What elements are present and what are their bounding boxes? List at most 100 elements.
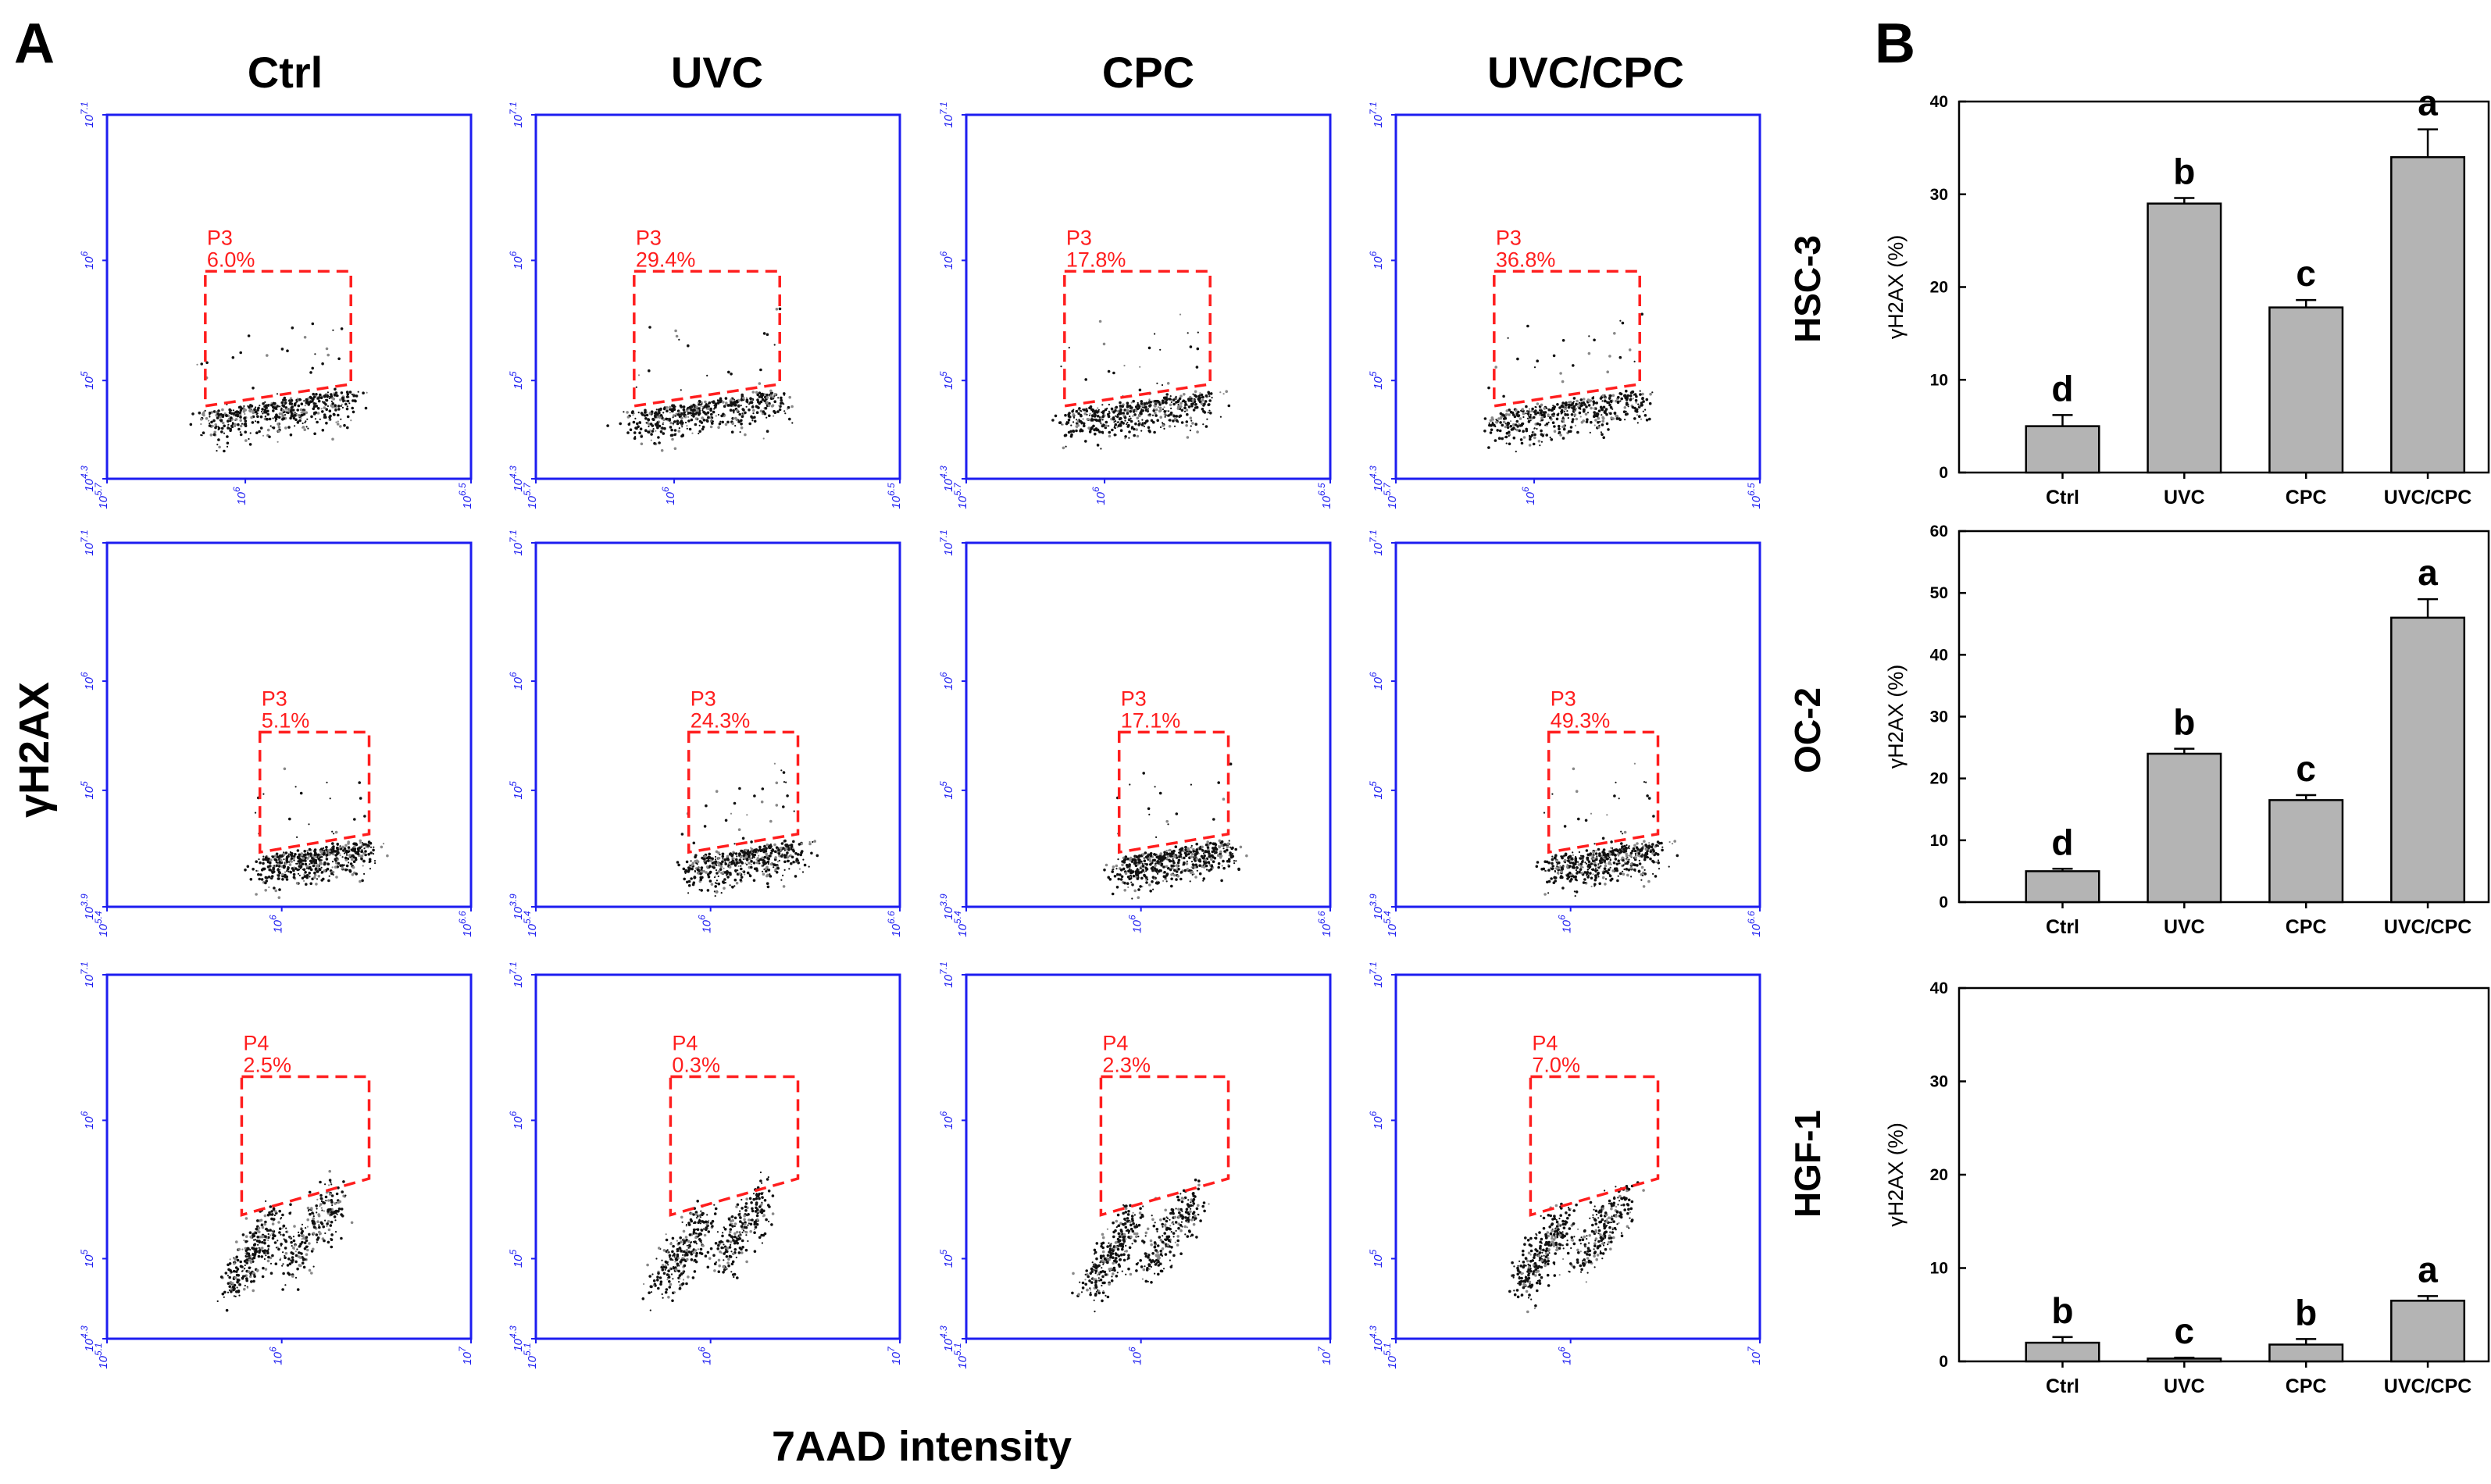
event-dots (189, 322, 368, 453)
event-dot (1572, 408, 1576, 411)
event-dot (328, 875, 330, 877)
event-dot (309, 865, 312, 869)
event-dot (229, 429, 232, 433)
event-dot (1625, 868, 1629, 871)
event-dot (1080, 423, 1083, 425)
event-dot (1618, 418, 1622, 422)
event-dot (1635, 854, 1637, 856)
event-dot (1154, 405, 1157, 408)
event-dot (1150, 867, 1154, 870)
event-dot (738, 852, 741, 856)
event-dot (739, 431, 741, 433)
event-dot (284, 406, 288, 409)
event-dot (282, 1272, 285, 1275)
event-dot (1133, 889, 1137, 893)
plot-frame (105, 541, 473, 908)
event-dot (326, 394, 330, 398)
event-dot (364, 850, 367, 853)
event-dot (733, 404, 737, 407)
event-dot (305, 401, 309, 405)
event-dot (1569, 860, 1572, 862)
event-dot (1195, 858, 1199, 861)
column-title-ctrl: Ctrl (248, 48, 323, 97)
event-dot (1593, 864, 1597, 867)
event-dot (1573, 413, 1577, 416)
event-dot (1579, 862, 1583, 865)
event-dot (285, 1227, 287, 1229)
event-dot (740, 398, 744, 401)
event-dot (209, 422, 211, 425)
event-dot (308, 1190, 312, 1194)
event-dot (656, 423, 659, 426)
event-dot (680, 412, 683, 416)
event-dot (253, 1275, 256, 1278)
event-dot (1147, 426, 1151, 430)
gate-region (240, 1075, 371, 1217)
event-dot (1101, 419, 1104, 421)
event-dot (325, 1200, 327, 1202)
event-dot (1168, 419, 1170, 422)
event-dot (683, 877, 686, 881)
event-dot (336, 847, 339, 850)
event-dot (270, 1210, 273, 1213)
event-dot (1185, 862, 1189, 865)
event-dot (1652, 815, 1655, 818)
event-dot (680, 389, 682, 391)
event-dot (1080, 410, 1083, 412)
event-dot (1640, 849, 1642, 851)
event-dot (1676, 854, 1679, 858)
event-dot (1097, 407, 1099, 409)
event-dot (250, 416, 253, 419)
event-dot (1606, 370, 1609, 374)
event-dot (708, 856, 712, 859)
y-tick-label: 105 (79, 1249, 96, 1268)
event-dot (1576, 879, 1578, 882)
event-dot (1202, 852, 1205, 854)
event-dot (724, 819, 728, 822)
event-dot (316, 1238, 319, 1241)
event-dot (1590, 885, 1593, 888)
event-dot (258, 1247, 260, 1249)
event-dot (1149, 415, 1151, 417)
event-dot (348, 391, 352, 394)
event-dot (335, 394, 339, 398)
event-dot (277, 416, 281, 419)
event-dot (1062, 446, 1065, 450)
event-dot (353, 845, 356, 848)
event-dot (280, 1244, 282, 1247)
event-dot (1152, 888, 1154, 890)
event-dot (783, 839, 787, 843)
event-dot (1533, 433, 1536, 437)
event-dot (301, 1223, 304, 1225)
event-dot (706, 873, 710, 876)
event-dot (305, 1253, 309, 1256)
event-dot (1533, 427, 1536, 430)
event-dot (682, 405, 686, 408)
event-dot (351, 873, 355, 876)
event-dot (288, 1211, 292, 1215)
event-dot (1558, 427, 1561, 430)
event-dot (773, 762, 776, 765)
event-dot (1203, 411, 1207, 414)
event-dot (277, 1247, 280, 1251)
event-dot (1563, 410, 1565, 412)
event-dot (1204, 858, 1208, 862)
event-dot (749, 397, 752, 400)
event-dot (1573, 876, 1576, 879)
event-dot (362, 844, 365, 846)
event-dots (244, 767, 389, 899)
event-dot (1633, 844, 1636, 847)
event-dot (1197, 331, 1199, 334)
event-dot (301, 876, 305, 880)
event-dot (1172, 402, 1176, 406)
event-dot (705, 403, 708, 405)
event-dot (769, 819, 773, 823)
event-dot (1191, 873, 1194, 876)
event-dot (1654, 851, 1658, 855)
event-dot (1100, 422, 1102, 424)
event-dot (1590, 862, 1593, 865)
event-dot (723, 858, 727, 862)
event-dot (783, 869, 786, 871)
event-dot (758, 848, 762, 851)
event-dot (1536, 422, 1540, 426)
